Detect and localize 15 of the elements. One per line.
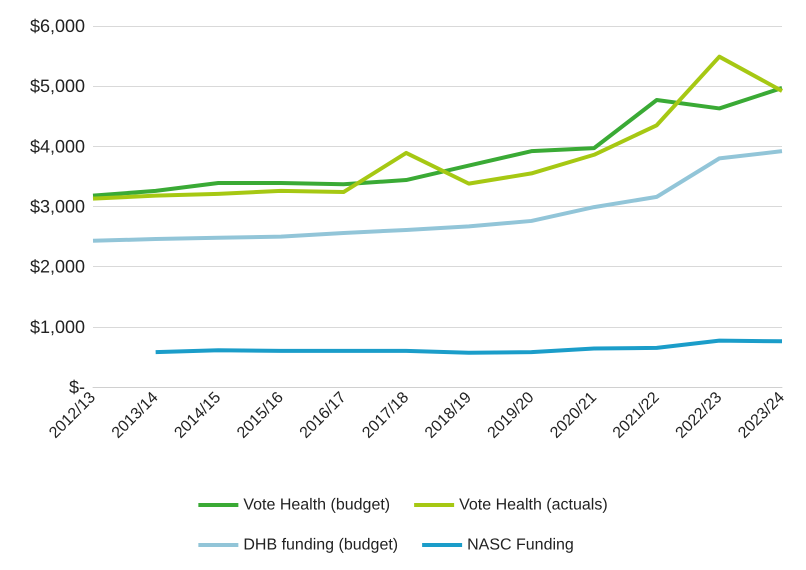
legend-label: DHB funding (budget) [243, 536, 398, 554]
y-tick-label: $1,000 [30, 316, 85, 337]
legend-label: Vote Health (actuals) [459, 496, 608, 514]
y-tick-label: $- [68, 377, 85, 397]
line-series [154, 338, 784, 355]
legend-label: Vote Health (budget) [243, 496, 390, 514]
y-tick-label: $4,000 [30, 136, 85, 156]
y-tick-label: $6,000 [30, 16, 85, 36]
y-tick-label: $5,000 [30, 76, 85, 96]
line-series [91, 54, 784, 201]
y-tick-label: $2,000 [30, 256, 85, 277]
line-series [91, 86, 784, 198]
y-tick-label: $3,000 [30, 196, 85, 216]
legend-label: NASC Funding [467, 536, 574, 554]
line-series [91, 149, 784, 243]
